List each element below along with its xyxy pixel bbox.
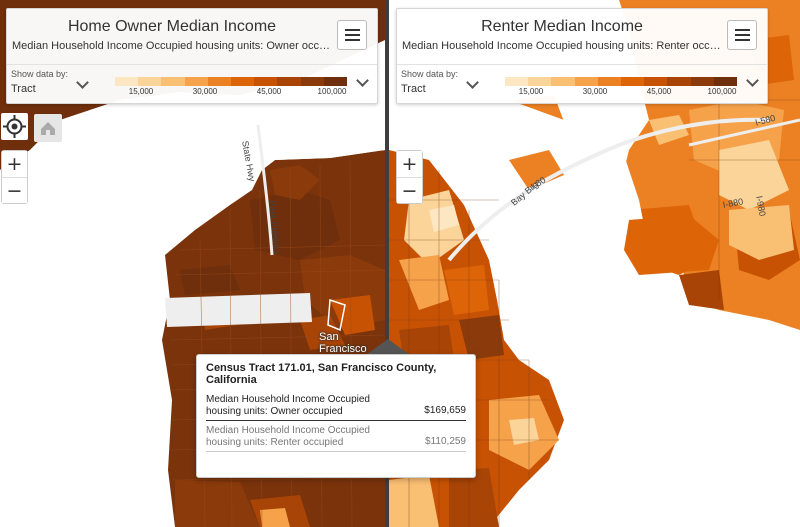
zoom-controls-right: + − bbox=[396, 150, 423, 204]
menu-button[interactable] bbox=[337, 20, 367, 50]
panel-footer: Show data by: Tract 15,000 30,000 45,000… bbox=[397, 65, 767, 103]
legend-ticks: 15,000 30,000 45,000 100,000 bbox=[505, 87, 745, 99]
renter-info-panel: Renter Median Income Median Household In… bbox=[396, 8, 768, 104]
legend-swatch bbox=[207, 77, 232, 86]
legend-swatch bbox=[690, 77, 714, 86]
city-label-san-francisco: San Francisco bbox=[319, 331, 367, 355]
zoom-in-button[interactable]: + bbox=[2, 151, 27, 177]
popup-row-label: Median Household Income Occupied housing… bbox=[206, 425, 370, 448]
show-by-label: Show data by: bbox=[401, 69, 459, 79]
panel-header: Home Owner Median Income Median Househol… bbox=[7, 9, 377, 65]
menu-icon bbox=[735, 29, 750, 31]
legend-swatch bbox=[254, 77, 278, 86]
chevron-down-icon[interactable] bbox=[746, 74, 759, 87]
tract-popup: Census Tract 171.01, San Francisco Count… bbox=[196, 354, 476, 478]
legend-tick: 30,000 bbox=[582, 87, 608, 96]
home-button[interactable] bbox=[34, 114, 62, 142]
zoom-out-button[interactable]: − bbox=[2, 177, 27, 203]
chevron-down-icon[interactable] bbox=[356, 74, 369, 87]
zoom-controls-left: + − bbox=[1, 150, 28, 204]
legend-swatch bbox=[138, 77, 162, 86]
panel-subtitle: Median Household Income Occupied housing… bbox=[12, 40, 333, 52]
panel-subtitle: Median Household Income Occupied housing… bbox=[402, 40, 723, 52]
owner-info-panel: Home Owner Median Income Median Househol… bbox=[6, 8, 378, 104]
show-by-label: Show data by: bbox=[11, 69, 69, 79]
legend-tick: 15,000 bbox=[128, 87, 154, 96]
popup-row-label: Median Household Income Occupied housing… bbox=[206, 394, 370, 417]
chevron-down-icon[interactable] bbox=[466, 76, 479, 89]
legend-swatch bbox=[184, 77, 208, 86]
popup-row-renter: Median Household Income Occupied housing… bbox=[206, 425, 466, 452]
legend-swatch bbox=[667, 77, 691, 86]
home-icon bbox=[41, 122, 55, 135]
legend-color-bar bbox=[115, 77, 348, 86]
zoom-in-button[interactable]: + bbox=[397, 151, 422, 177]
legend-swatch bbox=[528, 77, 552, 86]
zoom-out-button[interactable]: − bbox=[397, 177, 422, 203]
legend-tick: 45,000 bbox=[256, 87, 282, 96]
popup-title: Census Tract 171.01, San Francisco Count… bbox=[206, 362, 437, 386]
legend-swatch bbox=[231, 77, 255, 86]
legend-tick: 100,000 bbox=[707, 87, 737, 96]
legend-tick: 15,000 bbox=[518, 87, 544, 96]
panel-footer: Show data by: Tract 15,000 30,000 45,000… bbox=[7, 65, 377, 103]
legend-swatch bbox=[574, 77, 598, 86]
popup-row-value: $169,659 bbox=[424, 405, 466, 416]
popup-pointer bbox=[366, 339, 410, 355]
legend-tick: 30,000 bbox=[192, 87, 218, 96]
legend-swatch bbox=[323, 77, 348, 86]
legend-swatch bbox=[161, 77, 185, 86]
legend-swatch bbox=[115, 77, 139, 86]
legend-swatch bbox=[713, 77, 738, 86]
panel-title: Renter Median Income bbox=[481, 18, 643, 35]
menu-icon bbox=[345, 29, 360, 31]
legend-ticks: 15,000 30,000 45,000 100,000 bbox=[115, 87, 355, 99]
popup-row-owner: Median Household Income Occupied housing… bbox=[206, 394, 466, 421]
swipe-divider[interactable] bbox=[385, 0, 389, 527]
panel-header: Renter Median Income Median Household In… bbox=[397, 9, 767, 65]
legend-swatch bbox=[551, 77, 575, 86]
legend-swatch bbox=[644, 77, 668, 86]
show-by-select[interactable]: Tract bbox=[11, 83, 36, 95]
menu-button[interactable] bbox=[727, 20, 757, 50]
legend-color-bar bbox=[505, 77, 738, 86]
legend-swatch bbox=[597, 77, 622, 86]
legend-tick: 45,000 bbox=[646, 87, 672, 96]
popup-row-value: $110,259 bbox=[425, 436, 466, 447]
legend-swatch bbox=[621, 77, 645, 86]
legend-swatch bbox=[277, 77, 301, 86]
locate-icon bbox=[3, 115, 26, 138]
legend-swatch bbox=[300, 77, 324, 86]
chevron-down-icon[interactable] bbox=[76, 76, 89, 89]
show-by-select[interactable]: Tract bbox=[401, 83, 426, 95]
locate-button[interactable] bbox=[1, 113, 28, 140]
panel-title: Home Owner Median Income bbox=[67, 18, 277, 35]
legend-swatch bbox=[505, 77, 529, 86]
legend-tick: 100,000 bbox=[317, 87, 347, 96]
